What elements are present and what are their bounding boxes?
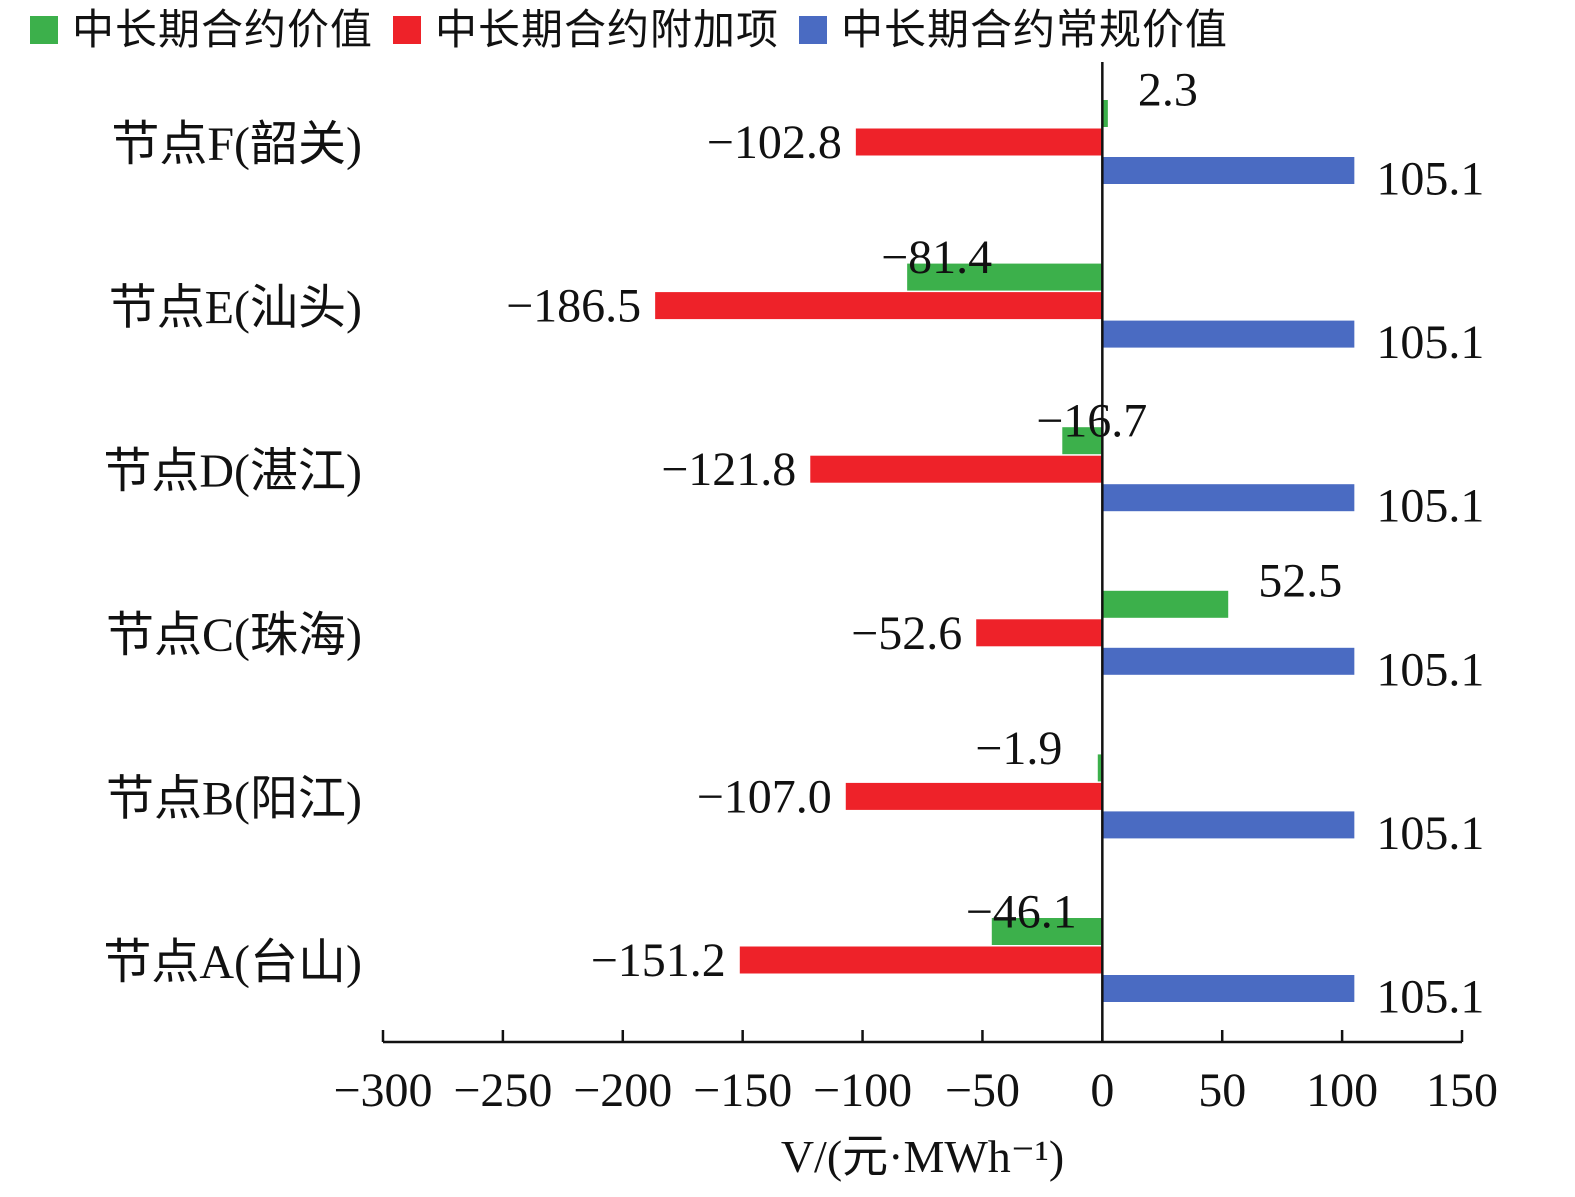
x-tick-label-0: −300 [333,1064,432,1117]
category-label-3: 节点D(湛江) [103,445,362,498]
x-tick-label-2: −200 [573,1064,672,1117]
bar-2-4 [1102,320,1355,348]
data-label-addon-0: −151.2 [591,934,726,987]
data-label-addon-3: −121.8 [661,443,796,496]
data-label-addon-2: −52.6 [851,607,962,660]
x-tick-label-8: 100 [1306,1064,1378,1117]
x-tick-label-9: 150 [1426,1064,1498,1117]
bar-1-5 [855,128,1103,156]
category-label-5: 节点F(韶关) [111,118,362,171]
x-tick-label-1: −250 [453,1064,552,1117]
bar-0-5 [1102,100,1108,127]
data-label-regular-4: 105.1 [1376,316,1484,369]
bar-0-1 [1097,754,1103,782]
legend-label: 中长期合约附加项 [435,5,780,54]
category-label-2: 节点C(珠海) [106,609,362,662]
bar-2-1 [1102,811,1355,839]
bar-1-0 [739,946,1103,974]
bar-2-0 [1102,975,1355,1002]
data-label-value-5: 2.3 [1138,64,1198,117]
data-label-addon-5: −102.8 [707,116,842,169]
legend-swatch-red [393,16,422,44]
legend-item-contract-regular: 中长期合约常规价值 [799,2,1228,58]
category-label-4: 节点E(汕头) [109,282,362,335]
data-label-regular-1: 105.1 [1376,807,1484,860]
data-label-regular-5: 105.1 [1376,153,1484,206]
bar-1-4 [655,292,1103,320]
data-label-addon-4: −186.5 [506,280,641,333]
legend-swatch-blue [799,16,828,44]
legend-item-contract-value: 中长期合约价值 [30,2,373,58]
data-label-regular-2: 105.1 [1376,643,1484,696]
bar-2-2 [1102,647,1355,675]
bar-0-0 [991,918,1103,945]
bar-0-2 [1102,590,1229,618]
data-label-addon-1: −107.0 [697,770,832,823]
x-tick-label-6: 0 [1090,1064,1114,1117]
legend-swatch-green [30,16,58,44]
x-axis-title: V/(元·MWh⁻¹) [781,1131,1064,1182]
bar-2-5 [1102,157,1355,184]
bar-1-3 [810,455,1103,483]
legend: 中长期合约价值 中长期合约附加项 中长期合约常规价值 [30,2,1248,58]
x-tick-label-3: −150 [693,1064,792,1117]
bar-1-2 [976,619,1103,647]
legend-label: 中长期合约常规价值 [841,5,1229,54]
data-label-value-4: −81.4 [881,231,992,284]
legend-label: 中长期合约价值 [72,5,374,54]
data-label-value-0: −46.1 [966,886,1077,939]
category-label-0: 节点A(台山) [103,936,362,989]
x-tick-label-7: 50 [1198,1064,1246,1117]
bar-2-3 [1102,484,1355,512]
data-label-value-1: −1.9 [975,722,1062,775]
x-tick-label-4: −100 [813,1064,912,1117]
data-label-regular-3: 105.1 [1376,480,1484,533]
data-label-value-3: −16.7 [1036,395,1147,448]
bar-1-1 [845,782,1103,810]
x-tick-label-5: −50 [945,1064,1020,1117]
legend-item-contract-addon: 中长期合约附加项 [393,2,779,58]
bar-0-4 [907,263,1103,291]
category-label-1: 节点B(阳江) [106,772,362,825]
bar-0-3 [1062,427,1103,455]
data-label-value-2: 52.5 [1258,554,1342,607]
data-label-regular-0: 105.1 [1376,971,1484,1024]
